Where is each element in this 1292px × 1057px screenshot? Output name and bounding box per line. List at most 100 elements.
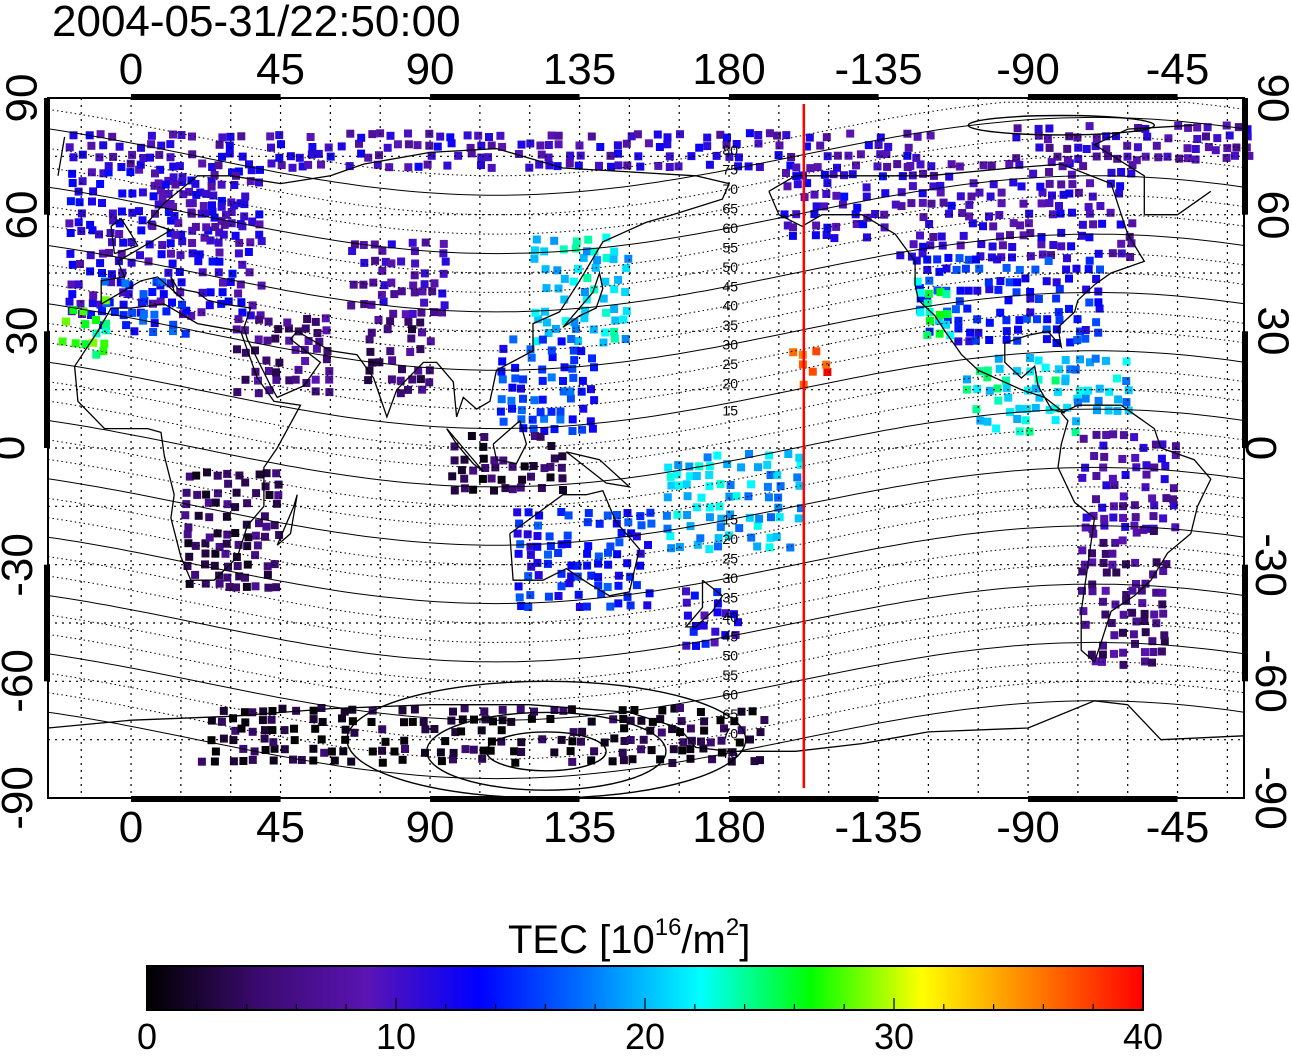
- tec-region-south-america-south: [1078, 525, 1171, 669]
- tec-cell: [1191, 145, 1200, 153]
- tec-cell: [1052, 278, 1061, 287]
- tec-cell: [703, 133, 712, 142]
- tec-cell: [884, 142, 893, 151]
- tec-cell: [425, 378, 434, 387]
- tec-cell: [971, 336, 980, 345]
- tec-cell: [864, 141, 873, 150]
- tec-cell: [204, 498, 213, 507]
- tec-cell: [208, 201, 216, 210]
- tec-cell: [1131, 639, 1139, 648]
- tec-cell: [919, 213, 928, 222]
- tec-cell: [1163, 152, 1172, 161]
- tec-cell: [737, 707, 746, 716]
- tec-cell: [891, 200, 900, 209]
- tec-cell: [101, 296, 110, 305]
- tec-cell: [128, 208, 137, 217]
- tec-cell: [1009, 219, 1018, 228]
- tec-cell: [148, 288, 157, 296]
- tec-cell: [207, 177, 216, 186]
- tec-cell: [221, 549, 230, 558]
- tec-cell: [240, 212, 249, 221]
- tec-cell: [1043, 315, 1052, 324]
- tec-cell: [1184, 123, 1193, 132]
- tec-cell: [775, 141, 784, 150]
- tec-cell: [977, 240, 986, 249]
- tec-cell: [1157, 647, 1166, 656]
- mlat-pole-contour: [967, 114, 1156, 136]
- tec-cell: [265, 491, 274, 499]
- colorbar-tick-label: 40: [1122, 1016, 1164, 1057]
- tec-cell: [1127, 239, 1136, 248]
- tec-cell: [421, 748, 429, 757]
- tec-cell: [179, 190, 188, 199]
- tec-cell: [315, 337, 324, 346]
- tec-cell: [873, 162, 882, 171]
- tec-cell: [527, 714, 536, 723]
- tec-cell: [58, 337, 67, 346]
- tec-cell: [275, 153, 284, 162]
- tec-cell: [530, 707, 538, 716]
- tec-cell: [420, 298, 429, 307]
- tec-cell: [448, 472, 457, 481]
- tec-cell: [997, 253, 1006, 262]
- tec-cell: [385, 163, 394, 172]
- tec-cell: [210, 757, 219, 766]
- tec-cell: [270, 521, 279, 530]
- tec-cell: [560, 274, 569, 283]
- tec-cell: [557, 463, 566, 472]
- tec-cell: [1102, 145, 1111, 154]
- tec-cell: [430, 308, 438, 317]
- tec-cell: [700, 726, 709, 735]
- mlat-label: 55: [722, 239, 738, 255]
- tec-cell: [109, 216, 118, 225]
- tec-cell: [168, 298, 176, 307]
- coastline: [110, 217, 139, 255]
- tec-cell: [1063, 254, 1071, 263]
- frame-bar-bottom: [1028, 796, 1178, 802]
- tec-cell: [737, 463, 746, 472]
- tec-cell: [1085, 256, 1094, 265]
- tec-cell: [526, 542, 535, 551]
- tec-cell: [979, 222, 987, 231]
- tec-cell: [1130, 521, 1139, 530]
- tec-cell: [389, 309, 398, 318]
- tec-cell: [803, 179, 812, 188]
- colorbar-tick-label: 0: [136, 1016, 158, 1057]
- tec-cell: [956, 241, 965, 250]
- tec-cell: [497, 475, 506, 484]
- tec-cell: [554, 131, 563, 140]
- tec-cell: [1076, 387, 1084, 395]
- tec-cell: [546, 542, 555, 550]
- tec-cell: [1034, 356, 1043, 365]
- tec-cell: [832, 191, 841, 200]
- tec-cell: [517, 738, 526, 747]
- tec-cell: [313, 329, 322, 337]
- tec-cell: [324, 143, 333, 152]
- tec-cell: [985, 386, 994, 395]
- tec-cell: [1149, 648, 1158, 656]
- tec-cell: [66, 229, 75, 237]
- tec-cell: [357, 149, 366, 158]
- tec-cell: [86, 251, 95, 260]
- tec-cell: [576, 151, 585, 160]
- tec-cell: [215, 228, 224, 237]
- tec-cell: [421, 238, 430, 247]
- tec-cell: [105, 248, 114, 257]
- tec-cell: [945, 209, 953, 218]
- tec-cell: [87, 141, 96, 150]
- tec-cell: [188, 132, 196, 141]
- tec-cell: [541, 265, 550, 274]
- tec-cell: [508, 485, 517, 494]
- tec-cell: [1067, 242, 1076, 251]
- tec-cell: [235, 572, 244, 581]
- tec-cell: [294, 365, 303, 374]
- tec-cell: [524, 508, 533, 517]
- tec-cell: [404, 140, 413, 149]
- tec-cell: [670, 704, 679, 713]
- tec-cell: [95, 153, 104, 162]
- tec-cell: [633, 130, 642, 139]
- tec-cell: [554, 592, 563, 600]
- tec-cell: [1034, 295, 1043, 303]
- tec-cell: [559, 245, 568, 254]
- tec-cell: [325, 388, 334, 397]
